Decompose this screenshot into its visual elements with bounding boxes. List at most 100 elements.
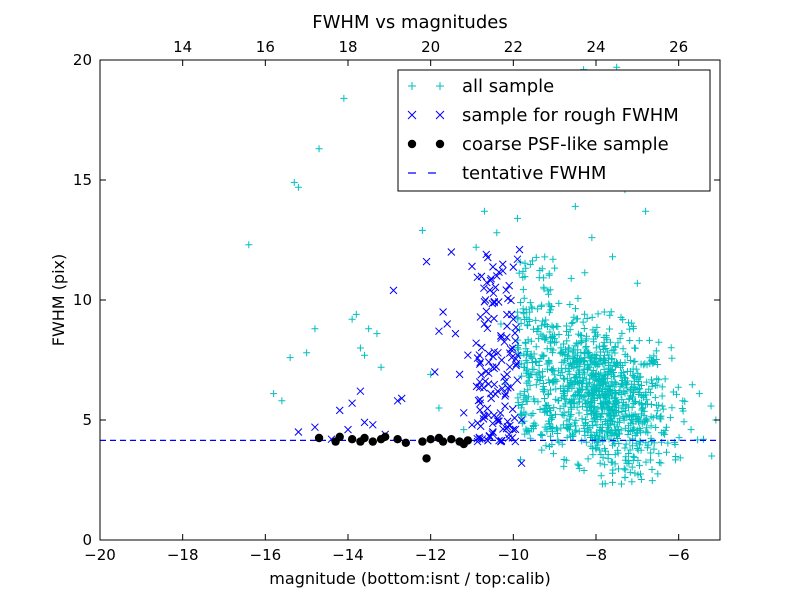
rough-fwhm-point [474,396,483,405]
coarse-psf-point [401,438,411,447]
all-sample-point [688,381,696,389]
all-sample-point [668,404,676,412]
all-sample-point [556,405,564,413]
all-sample-point [608,458,616,466]
all-sample-point [566,326,574,334]
rough-fwhm-point [475,433,484,442]
all-sample-point [621,466,629,474]
all-sample-point [652,424,660,432]
rough-fwhm-point [500,373,508,381]
top-tick-label: 24 [586,38,605,56]
all-sample-point [655,459,663,467]
rough-fwhm-point [360,418,369,427]
rough-fwhm-point [493,387,502,396]
all-sample-point [642,391,650,399]
all-sample-point [564,344,572,352]
all-sample-point [245,241,253,249]
rough-fwhm-point [479,414,488,423]
all-sample-point [530,419,538,427]
all-sample-point [631,469,639,477]
all-sample-point [520,417,528,425]
all-sample-point [584,455,592,463]
all-sample-point [549,378,557,386]
all-sample-point [668,354,676,362]
all-sample-point [575,359,583,367]
all-sample-point [648,465,656,473]
all-sample-point [572,416,580,424]
y-tick-label: 0 [82,531,92,549]
all-sample-point [609,437,617,445]
rough-fwhm-point [501,392,509,400]
all-sample-point [555,397,563,405]
all-sample-point [640,411,648,419]
all-sample-point [588,369,596,377]
rough-fwhm-point [511,425,520,434]
all-sample-point [571,305,579,313]
all-sample-point [559,382,567,390]
all-sample-point [587,398,595,406]
all-sample-point [528,257,536,265]
all-sample-point [596,446,604,454]
rough-fwhm-point [509,263,518,271]
all-sample-point [542,442,550,450]
all-sample-point [520,392,528,400]
all-sample-point [600,308,608,316]
rough-fwhm-point [476,406,484,414]
all-sample-point [527,411,535,419]
all-sample-point [611,389,619,397]
all-sample-point [632,439,640,447]
all-sample-point [578,415,586,423]
legend-label: sample for rough FWHM [462,105,679,126]
all-sample-point [651,394,659,402]
all-sample-point [356,344,364,352]
all-sample-point [620,416,628,424]
rough-fwhm-point [517,459,526,468]
all-sample-point [560,340,568,348]
coarse-psf-point [463,436,473,445]
all-sample-point [648,477,656,485]
all-sample-point [629,371,637,379]
all-sample-point [578,379,586,387]
all-sample-point [567,274,575,282]
y-tick-label: 20 [73,51,92,69]
all-sample-point [628,442,636,450]
all-sample-point [566,300,574,308]
all-sample-point [573,372,581,380]
all-sample-point [596,459,604,467]
all-sample-point [589,406,597,414]
all-sample-point [517,319,525,327]
rough-fwhm-point [497,332,505,340]
all-sample-point [626,468,634,476]
all-sample-point [552,322,560,330]
all-sample-point [598,380,606,388]
all-sample-point [612,399,620,407]
rough-fwhm-point [435,327,443,336]
all-sample-point [657,415,665,423]
rough-fwhm-point [389,286,398,295]
x-tick-label: −12 [415,546,447,564]
all-sample-point [541,253,549,261]
all-sample-point [559,348,567,356]
all-sample-point [582,416,590,424]
all-sample-point [572,339,580,347]
all-sample-point [587,357,595,365]
all-sample-point [609,478,617,486]
all-sample-point [549,450,557,458]
rough-fwhm-point [495,436,503,445]
all-sample-point [643,424,651,432]
all-sample-point [547,306,555,314]
all-sample-point [618,396,626,404]
all-sample-point [652,347,660,355]
all-sample-point [534,305,542,313]
all-sample-point [566,412,574,420]
rough-fwhm-point [473,273,482,282]
all-sample-point [539,380,547,388]
all-sample-point [603,431,611,439]
top-tick-label: 26 [669,38,688,56]
all-sample-point [574,368,582,376]
all-sample-point [270,390,278,398]
rough-fwhm-point [430,368,439,376]
all-sample-point [290,178,298,186]
all-sample-point [565,331,573,339]
all-sample-point [562,364,570,372]
